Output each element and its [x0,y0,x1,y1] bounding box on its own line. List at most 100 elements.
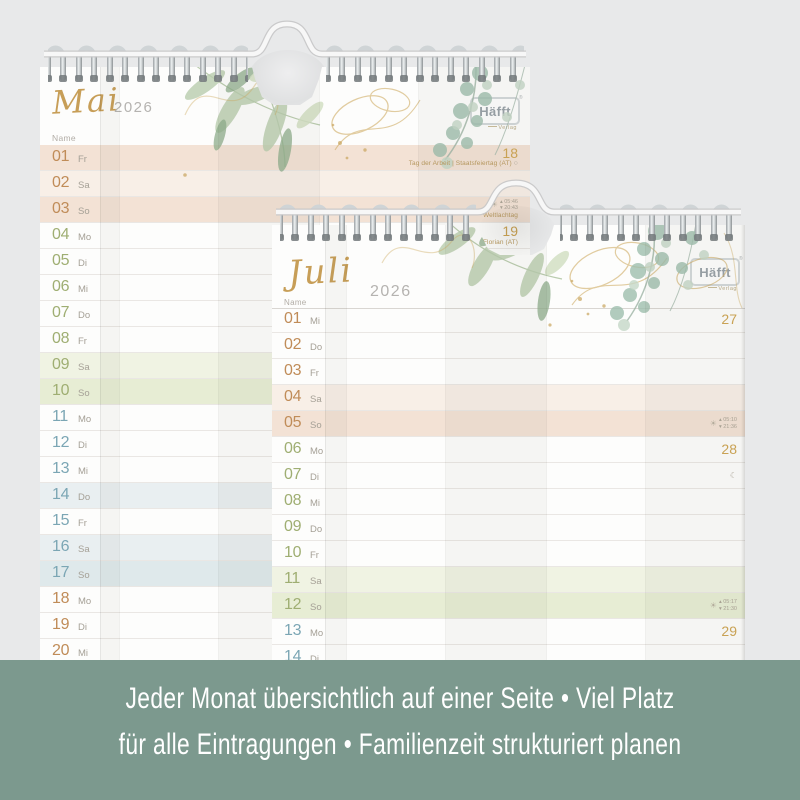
month-title: Juli [286,250,355,294]
sunrise-sunset: ☀ ▴ 05:46 ▾ 20:43 [490,199,518,212]
caption-text: Jeder Monat übersichtlich auf einer Seit… [96,660,704,768]
weekday-label: So [78,206,90,217]
weekday-label: Fr [78,518,87,529]
date-column-divider [100,67,101,667]
day-extra-info: 29 [721,619,737,644]
weekday-label: Fr [310,550,319,561]
sunrise-sunset: ☀ ▴ 05:10 ▾ 21:36 [709,417,737,430]
day-number: 06 [52,278,70,295]
registered-mark: ® [738,256,743,262]
day-grid-juli: 01 Mi 27 02 Do 03 Fr 04 Sa 05 So ☀ ▴ 05:10 ▾ 21:36 06 M… [272,307,745,680]
day-number: 13 [52,460,70,477]
day-number: 04 [52,226,70,243]
holiday-label: Tag der Arbeit | Staatsfeiertag (AT) ○ [408,160,518,168]
holiday-label: Weltlachtag [483,211,518,219]
day-row: 04 Sa [272,385,745,411]
weekday-label: So [78,388,90,399]
day-number: 16 [52,538,70,555]
day-number: 02 [52,174,70,191]
weekday-label: Mo [78,414,92,425]
weekday-label: Di [310,655,319,665]
day-extra-info: ☀ ▴ 05:10 ▾ 21:36 [710,411,737,436]
day-row: 13 Mo 29 [272,619,745,645]
day-number: 01 [284,310,302,327]
hanger-wire-icon [276,179,741,216]
weekday-label: Do [310,342,323,353]
day-row: 07 Di ☾ [272,463,745,489]
day-extra-info: ☾ [730,463,737,488]
weekday-label: Di [78,440,87,451]
week-number: 28 [721,441,737,458]
day-number: 08 [52,330,70,347]
moon-phase-icon: ☾ [729,471,737,480]
day-number: 20 [52,642,70,659]
sun-icon: ☀ [709,418,717,428]
calendar-page-juli: Juli 2026 Häfft ® Verlag Name 01 Mi 27 02 Do… [272,225,745,680]
day-row: 02 Sa [40,171,530,197]
moon-phase-icon: ○ [513,160,518,168]
day-number: 11 [284,570,301,587]
weekday-label: Mo [310,628,324,639]
day-row: 01 Mi 27 [272,307,745,333]
weekday-label: Di [310,472,319,483]
hanger-wire-icon [44,20,526,58]
day-number: 08 [284,492,302,509]
caption-line-2: für alle Eintragungen • Familienzeit str… [118,728,682,761]
sunrise-sunset: ☀ ▴ 05:17 ▾ 21:30 [709,599,737,612]
day-number: 15 [52,512,70,529]
weekday-label: Mo [78,596,92,607]
day-number: 17 [52,564,70,581]
day-row: 05 So ☀ ▴ 05:10 ▾ 21:36 [272,411,745,437]
weekday-label: Sa [310,576,322,587]
day-number: 10 [52,382,70,399]
year-label: 2026 [370,283,412,300]
name-label: Name [284,298,307,307]
week-number: 29 [721,623,737,640]
day-number: 19 [52,616,70,633]
day-number: 01 [52,148,70,165]
day-row: 09 Do [272,515,745,541]
caption-line-1: Jeder Monat übersichtlich auf einer Seit… [125,682,675,715]
weekday-label: Di [78,622,87,633]
week-number: 27 [721,311,737,328]
name-label: Name [52,133,76,143]
weekday-label: Sa [78,180,90,191]
weekday-label: Do [310,524,323,535]
day-number: 02 [284,336,302,353]
day-number: 06 [284,440,302,457]
day-row: 08 Mi [272,489,745,515]
day-number: 03 [284,362,302,379]
weekday-label: So [78,570,90,581]
day-number: 03 [52,200,70,217]
day-extra-info: 27 [721,307,737,332]
day-number: 10 [284,544,302,561]
day-extra-info: ☀ ▴ 05:46 ▾ 20:43 Weltlachtag [483,197,518,222]
weekday-label: Mi [78,284,89,295]
weekday-label: Mo [78,232,92,243]
weekday-label: So [310,420,322,431]
day-row: 12 So ☀ ▴ 05:17 ▾ 21:30 [272,593,745,619]
date-column-divider [325,225,326,680]
weekday-label: Mi [78,648,89,659]
day-number: 12 [284,596,302,613]
day-number: 07 [52,304,70,321]
weekday-label: Mi [310,316,321,327]
weekday-label: Fr [78,154,87,165]
day-row: 02 Do [272,333,745,359]
day-row: 10 Fr [272,541,745,567]
day-extra-info: ☀ ▴ 05:17 ▾ 21:30 [710,593,737,618]
day-number: 13 [284,622,302,639]
weekday-label: Mo [310,446,324,457]
day-number: 12 [52,434,70,451]
weekday-label: Do [78,310,91,321]
day-number: 05 [52,252,70,269]
day-number: 18 [52,590,70,607]
weekday-label: Do [78,492,91,503]
haefft-logo-text: Häfft [699,264,731,280]
sun-icon: ☀ [709,600,717,610]
day-number: 14 [52,486,70,503]
weekday-label: Mi [310,498,321,509]
caption-banner: Jeder Monat übersichtlich auf einer Seit… [0,660,800,800]
haefft-logo: Häfft ® Verlag [690,256,743,292]
